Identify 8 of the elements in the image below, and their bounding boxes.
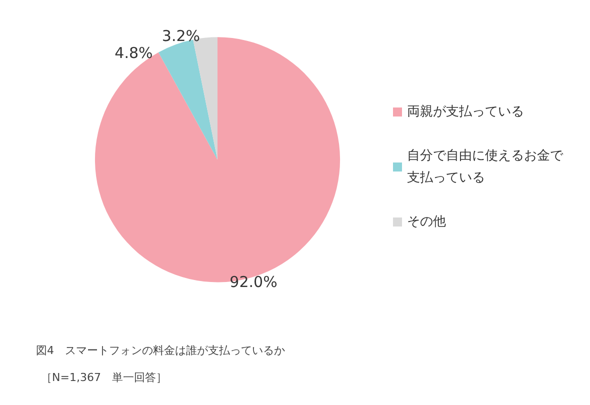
data-label: 92.0% xyxy=(230,272,278,291)
data-label: 4.8% xyxy=(114,44,153,62)
text: ［N=1,367 単一回答］ xyxy=(41,371,167,384)
legend-label: 自分で自由に使えるお金で支払っている xyxy=(407,148,564,186)
legend-label: その他 xyxy=(407,214,446,230)
legend-label: 両親が支払っている xyxy=(407,104,524,120)
caption: 図4 スマートフォンの料金は誰が支払っているか xyxy=(36,344,285,357)
data-label: 3.2% xyxy=(162,26,200,45)
